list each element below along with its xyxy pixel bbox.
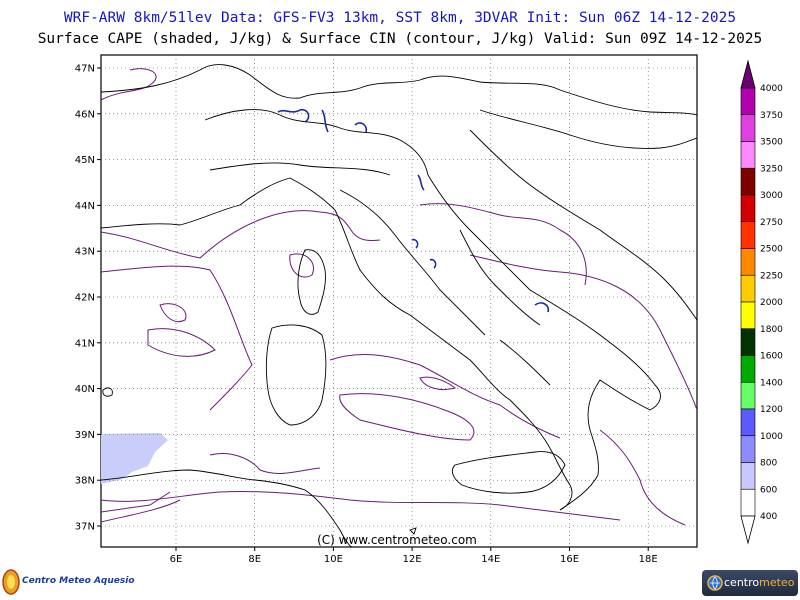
colorbar-label: 400 <box>760 512 777 522</box>
globe-icon <box>707 575 723 591</box>
lakes <box>277 108 550 313</box>
map-frame <box>100 54 698 548</box>
colorbar-label: 1800 <box>760 325 783 335</box>
colorbar-label: 3000 <box>760 191 783 201</box>
colorbar-label: 3500 <box>760 138 783 148</box>
colorbar-swatch <box>740 462 756 490</box>
colorbar-swatch <box>740 488 756 517</box>
lat-label: 44N <box>75 201 95 212</box>
logo-centro-meteo-aquesio: Centro Meteo Aquesio <box>2 568 135 596</box>
colorbar-swatch <box>740 408 756 437</box>
lon-label: 6E <box>170 554 183 565</box>
colorbar-label: 2500 <box>760 245 783 255</box>
colorbar-arrow-bottom <box>740 515 756 545</box>
colorbar-label: 1600 <box>760 352 783 362</box>
colorbar-swatch <box>740 114 756 142</box>
lat-label: 43N <box>75 247 95 258</box>
colorbar-swatch <box>740 194 756 223</box>
lat-label: 39N <box>75 430 95 441</box>
colorbar-swatch <box>740 221 756 249</box>
lat-label: 42N <box>75 293 95 304</box>
lon-label: 12E <box>403 554 422 565</box>
lat-label: 41N <box>75 338 95 349</box>
lat-label: 45N <box>75 155 95 166</box>
lon-label: 8E <box>248 554 261 565</box>
colorbar-swatch <box>740 141 756 169</box>
coastlines-borders <box>101 64 697 547</box>
logo-left-text: Centro Meteo Aquesio <box>22 576 135 586</box>
title-line-field: Surface CAPE (shaded, J/kg) & Surface CI… <box>37 31 763 47</box>
colorbar-swatch <box>740 274 756 303</box>
lat-label: 47N <box>75 64 95 75</box>
lat-label: 37N <box>75 522 95 533</box>
map-credit: (C) www.centrometeo.com <box>317 533 477 547</box>
lat-label: 38N <box>75 476 95 487</box>
logo-centrometeo: centrometeo <box>702 570 798 596</box>
colorbar-swatch <box>740 381 756 410</box>
lat-label: 46N <box>75 109 95 120</box>
colorbar-label: 2000 <box>760 298 783 308</box>
lon-label: 16E <box>560 554 579 565</box>
longitude-labels: 6E 8E 10E 12E 14E 16E 18E <box>170 547 658 565</box>
lon-label: 10E <box>324 554 343 565</box>
colorbar-label: 1400 <box>760 378 783 388</box>
colorbar-label: 600 <box>760 485 777 495</box>
colorbar: 4000 3750 3500 3250 3000 2750 2500 2250 2000 1800… <box>740 59 783 545</box>
colorbar-arrow-top <box>740 59 756 89</box>
cape-shade-area <box>101 433 168 484</box>
colorbar-swatch <box>740 328 756 356</box>
graticule <box>101 55 697 547</box>
colorbar-swatch <box>740 87 756 116</box>
colorbar-label: 1200 <box>760 405 783 415</box>
colorbar-swatch <box>740 167 756 196</box>
colorbar-label: 1000 <box>760 432 783 442</box>
logo-right-text: centrometeo <box>724 576 795 589</box>
cin-contours <box>101 68 697 526</box>
colorbar-swatch <box>740 355 756 383</box>
colorbar-swatch <box>740 435 756 463</box>
logo-emblem-icon <box>2 569 20 595</box>
colorbar-label: 2750 <box>760 218 783 228</box>
colorbar-label: 4000 <box>760 84 783 94</box>
lon-label: 14E <box>481 554 500 565</box>
title-line-model: WRF-ARW 8km/51lev Data: GFS-FV3 13km, SS… <box>63 10 737 26</box>
colorbar-label: 3250 <box>760 164 783 174</box>
colorbar-label: 2250 <box>760 271 783 281</box>
lat-label: 40N <box>75 384 95 395</box>
colorbar-label: 3750 <box>760 111 783 121</box>
lon-label: 18E <box>639 554 658 565</box>
latitude-labels: 47N 46N 45N 44N 43N 42N 41N 40N 39N 38N 37N <box>75 64 101 533</box>
colorbar-swatch <box>740 248 756 276</box>
colorbar-swatch <box>740 301 756 330</box>
colorbar-label: 800 <box>760 459 777 469</box>
